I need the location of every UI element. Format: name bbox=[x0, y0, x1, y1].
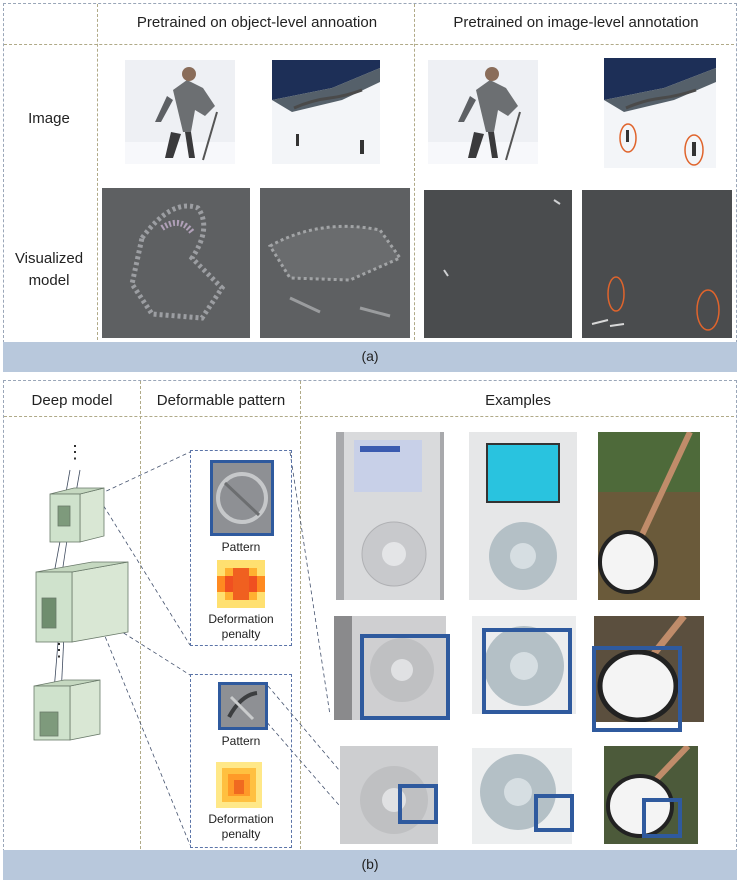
deformation-label-1: Deformation penalty bbox=[208, 612, 274, 641]
example-ipod-4 bbox=[340, 746, 438, 844]
dots-top: ⋮ bbox=[66, 442, 84, 462]
detection-box-small-1 bbox=[398, 784, 438, 824]
example-banjo-2 bbox=[594, 616, 704, 722]
column-deformable-pattern: Deformable pattern bbox=[156, 392, 286, 409]
dots-bottom: ⋮ bbox=[50, 640, 68, 660]
highlight-circle bbox=[684, 134, 704, 166]
panel-b-divider-2 bbox=[300, 381, 301, 849]
skier-image-2 bbox=[428, 60, 538, 164]
panel-b-divider-1 bbox=[140, 381, 141, 849]
pattern-2-image bbox=[218, 682, 268, 730]
panel-a-divider-2 bbox=[414, 4, 415, 340]
example-banjo-3 bbox=[604, 746, 698, 844]
detection-box-large-1 bbox=[360, 634, 450, 720]
skier-image-1 bbox=[125, 60, 235, 164]
example-ipod-1 bbox=[336, 432, 444, 600]
panel-b-header-line bbox=[4, 416, 734, 417]
panel-a-divider-1 bbox=[97, 4, 98, 340]
header-object-level: Pretrained on object-level annoation bbox=[136, 14, 378, 31]
row-label-image: Image bbox=[28, 110, 70, 127]
slope-image-2 bbox=[604, 58, 716, 168]
example-ipod-3 bbox=[334, 616, 446, 720]
pattern-1-image bbox=[210, 460, 274, 536]
slope-image-1 bbox=[272, 60, 380, 164]
detection-box-small-3 bbox=[642, 798, 682, 838]
deformation-penalty-heatmap-1 bbox=[217, 560, 265, 608]
column-deep-model: Deep model bbox=[31, 392, 113, 409]
visualized-model-1 bbox=[102, 188, 250, 338]
pattern-label-2: Pattern bbox=[221, 734, 261, 748]
caption-a: (a) bbox=[3, 342, 737, 372]
header-image-level: Pretrained on image-level annotation bbox=[453, 14, 699, 31]
pattern-label-1: Pattern bbox=[221, 540, 261, 554]
example-banjo-1 bbox=[598, 432, 700, 600]
deformation-label-2: Deformation penalty bbox=[208, 812, 274, 841]
column-examples: Examples bbox=[485, 392, 551, 409]
detection-box-large-2 bbox=[482, 628, 572, 714]
panel-a-header-line bbox=[4, 44, 734, 45]
visualized-model-3 bbox=[424, 190, 572, 338]
deformation-penalty-heatmap-2 bbox=[216, 762, 262, 808]
visualized-model-2 bbox=[260, 188, 410, 338]
example-wheel-1 bbox=[472, 616, 576, 714]
highlight-circle bbox=[619, 123, 637, 153]
detection-box-large-3 bbox=[592, 646, 682, 732]
row-label-visualized-model: Visualized model bbox=[14, 250, 84, 289]
example-ipod-2 bbox=[469, 432, 577, 600]
visualized-model-4 bbox=[582, 190, 732, 338]
caption-b: (b) bbox=[3, 850, 737, 880]
detection-box-small-2 bbox=[534, 794, 574, 832]
deformable-pattern-box-1 bbox=[190, 450, 292, 646]
deformable-pattern-box-2 bbox=[190, 674, 292, 848]
